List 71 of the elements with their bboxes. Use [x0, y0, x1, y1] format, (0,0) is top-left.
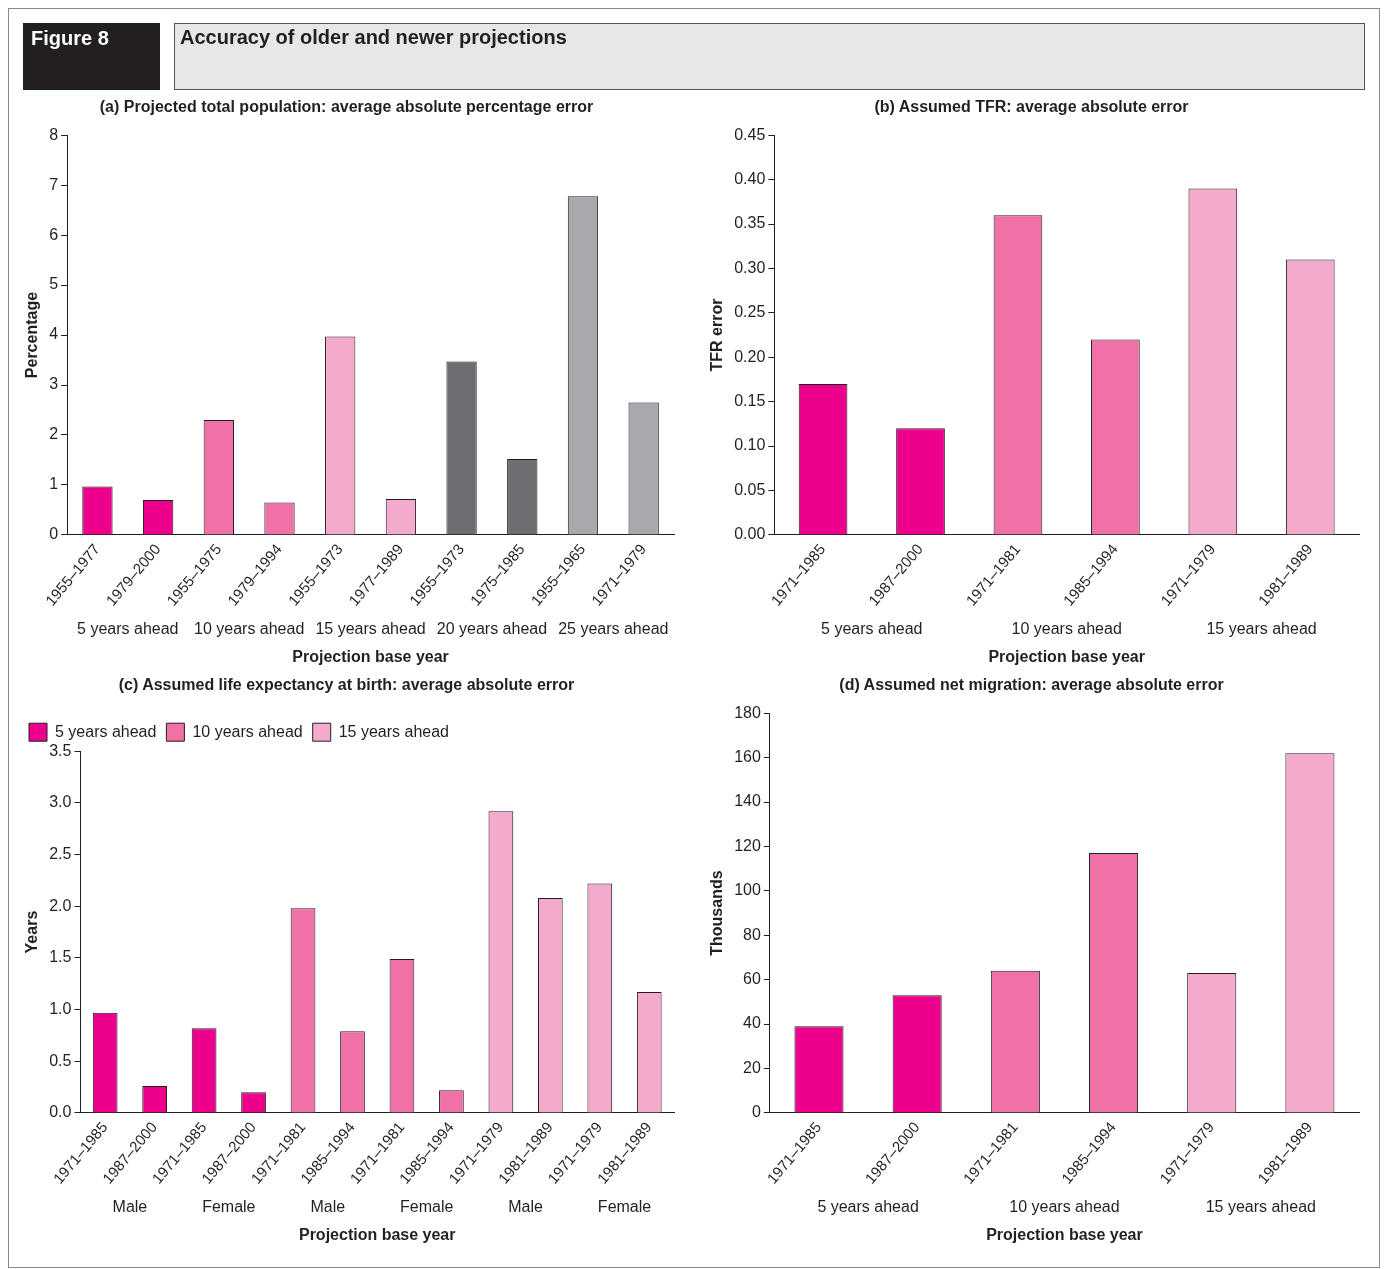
chart-title: (b) Assumed TFR: average absolute error	[874, 98, 1189, 116]
text: Male	[112, 1198, 148, 1216]
text: 10 years ahead	[194, 620, 305, 638]
text: Female	[400, 1198, 454, 1216]
y-tick-label: 0.45	[734, 125, 766, 143]
y-tick-label: 1.5	[49, 948, 72, 966]
y-tick-label: 5	[49, 275, 59, 293]
text: 5 years ahead	[77, 620, 179, 638]
text: 10 years ahead	[1009, 1198, 1120, 1216]
chart-title: (d) Assumed net migration: average absolute error	[839, 676, 1224, 694]
chart-subtitle: (a) Projected total population: average absolute percentage error	[99, 98, 594, 116]
y-axis-title: TFR error	[708, 298, 726, 372]
x-axis-title: Projection base year	[292, 648, 449, 666]
chart-title: Accuracy of older and newer projections	[174, 23, 1365, 90]
legend-label: 15 years ahead	[338, 722, 450, 740]
y-tick-label: 0.20	[734, 347, 766, 365]
y-tick-label: 8	[49, 125, 59, 143]
text: Male	[310, 1198, 346, 1216]
y-axis-title: Years	[23, 910, 41, 954]
text: 10 years ahead	[1011, 620, 1122, 638]
y-tick-label: 0.0	[49, 1103, 72, 1121]
y-tick-label: 0	[49, 525, 59, 543]
x-axis-title: Projection base year	[986, 1226, 1143, 1244]
y-tick-label: 0.05	[734, 480, 766, 498]
y-tick-label: 160	[734, 748, 761, 766]
y-tick-label: 60	[743, 970, 761, 988]
caption: Figure 8	[23, 23, 160, 90]
y-tick-label: 2.0	[49, 896, 72, 914]
y-tick-label: 3.5	[49, 741, 72, 759]
y-tick-label: 1	[49, 475, 59, 493]
text: Female	[597, 1198, 652, 1216]
y-tick-label: 120	[734, 836, 761, 854]
text: 15 years ahead	[315, 620, 426, 638]
y-axis-title: Thousands	[708, 870, 726, 956]
text: 5 years ahead	[821, 620, 923, 638]
y-tick-label: 180	[734, 703, 761, 721]
text: 20 years ahead	[436, 620, 548, 638]
y-tick-label: 0.10	[734, 436, 766, 454]
text: 15 years ahead	[1205, 1198, 1316, 1216]
y-tick-label: 0	[751, 1103, 761, 1121]
y-tick-label: 0.00	[734, 525, 766, 543]
text: 15 years ahead	[1206, 620, 1317, 638]
y-axis-title: Percentage	[23, 291, 41, 379]
y-tick-label: 0.5	[49, 1051, 72, 1069]
chart-title: (c) Assumed life expectancy at birth: average absolute error	[118, 676, 575, 694]
y-tick-label: 0.35	[734, 214, 766, 232]
y-tick-label: 140	[734, 792, 761, 810]
y-tick-label: 40	[743, 1014, 761, 1032]
text: Male	[508, 1198, 544, 1216]
y-tick-label: 3.0	[49, 793, 72, 811]
text: Female	[202, 1198, 256, 1216]
y-tick-label: 20	[743, 1058, 761, 1076]
x-axis-title: Projection base year	[988, 648, 1145, 666]
y-tick-label: 3	[49, 375, 59, 393]
y-tick-label: 80	[743, 925, 761, 943]
y-tick-label: 0.15	[734, 392, 766, 410]
y-tick-label: 100	[734, 881, 761, 899]
legend-label: 10 years ahead	[192, 722, 303, 740]
y-tick-label: 0.30	[734, 258, 766, 276]
y-tick-label: 2	[49, 425, 59, 443]
y-tick-label: 6	[49, 225, 59, 243]
y-tick-label: 2.5	[49, 844, 72, 862]
y-tick-label: 4	[49, 325, 59, 343]
y-tick-label: 0.25	[734, 303, 766, 321]
y-tick-label: 0.40	[734, 170, 766, 188]
x-axis-title: Projection base year	[298, 1226, 456, 1244]
legend-label: 5 years ahead	[55, 722, 157, 740]
y-tick-label: 1.0	[49, 999, 72, 1017]
text: 25 years ahead	[558, 620, 669, 638]
y-tick-label: 7	[49, 175, 59, 193]
text: 5 years ahead	[817, 1198, 919, 1216]
